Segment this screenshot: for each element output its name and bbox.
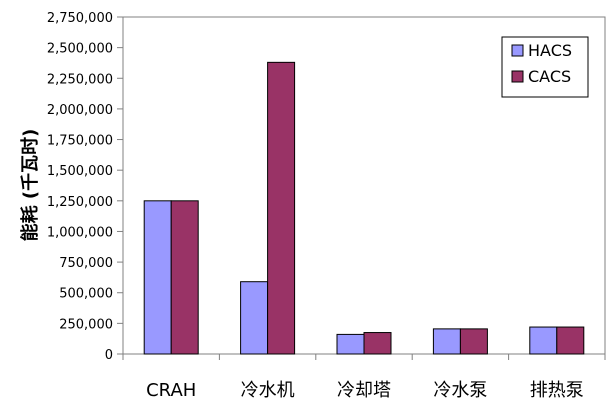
bar-hacs-3: [336, 333, 365, 355]
y-tick-label: 500,000: [59, 287, 113, 302]
bar-cacs-5: [556, 326, 585, 355]
y-tick-label: 750,000: [59, 256, 113, 271]
bar-cacs-2: [267, 61, 296, 355]
y-tick-label: 1,000,000: [47, 225, 113, 240]
x-category-label: 排热泵: [530, 380, 584, 401]
legend-swatch-cacs: [511, 70, 524, 83]
bars: [143, 61, 585, 355]
y-tick-label: 1,250,000: [47, 195, 113, 210]
bar-cacs-3: [363, 332, 392, 355]
legend-label-hacs: HACS: [528, 41, 572, 60]
y-tick-label: 2,500,000: [47, 42, 113, 57]
bar-cacs-1: [170, 200, 199, 355]
x-category-label: CRAH: [146, 380, 196, 401]
x-category-label: 冷水机: [241, 380, 295, 401]
y-tick-label: 2,000,000: [47, 103, 113, 118]
x-category-label: 冷却塔: [337, 380, 391, 401]
bar-cacs-4: [459, 328, 488, 355]
y-tick-label: 2,750,000: [47, 11, 113, 26]
bar-hacs-1: [143, 200, 172, 355]
legend-swatch-hacs: [511, 44, 524, 57]
y-tick-label: 0: [105, 348, 113, 363]
legend: HACS CACS: [501, 36, 589, 98]
y-axis-title: 能耗 (千瓦时): [19, 129, 41, 242]
bar-hacs-4: [432, 328, 461, 355]
y-axis: 0 250,000 500,000 750,000 1,000,000 1,250,000…: [47, 11, 123, 363]
y-tick-label: 1,750,000: [47, 134, 113, 149]
x-category-label: 冷水泵: [433, 380, 487, 401]
legend-label-cacs: CACS: [528, 67, 571, 86]
y-tick-label: 250,000: [59, 317, 113, 332]
bar-hacs-2: [240, 281, 269, 355]
y-tick-label: 2,250,000: [47, 72, 113, 87]
y-tick-label: 1,500,000: [47, 164, 113, 179]
bar-hacs-5: [529, 326, 558, 355]
x-axis: CRAH 冷水机 冷却塔 冷水泵 排热泵: [122, 354, 606, 401]
